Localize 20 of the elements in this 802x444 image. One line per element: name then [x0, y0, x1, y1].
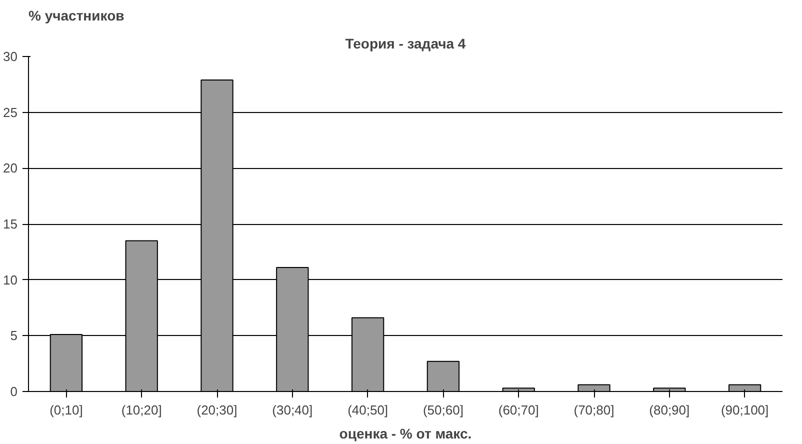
y-tick-label: 0	[10, 384, 18, 399]
y-tick-label: 25	[3, 104, 18, 120]
y-tick-label: 10	[3, 272, 18, 288]
x-tick-label: (60;70]	[498, 402, 539, 418]
x-tick-label: (0;10]	[50, 402, 83, 418]
y-axis-title: % участников	[28, 8, 125, 24]
x-tick-label: (30;40]	[272, 402, 313, 418]
x-tick-label: (50;60]	[422, 402, 464, 418]
chart-title: Теория - задача 4	[345, 36, 466, 52]
x-tick-label: (40;50]	[348, 402, 388, 418]
x-tick-label: (80;90]	[649, 402, 690, 418]
y-tick-label: 5	[10, 328, 18, 344]
x-tick-label: (70;80]	[574, 402, 614, 418]
y-tick-label: 15	[3, 216, 18, 232]
x-tick-label: (10;20]	[121, 402, 162, 418]
x-tick-label: (20;30]	[196, 402, 238, 418]
x-tick-label: (90;100]	[720, 402, 769, 418]
x-axis-title: оценка - % от макс.	[339, 426, 472, 442]
y-tick-label: 30	[3, 49, 18, 64]
y-tick-label: 20	[3, 160, 18, 176]
